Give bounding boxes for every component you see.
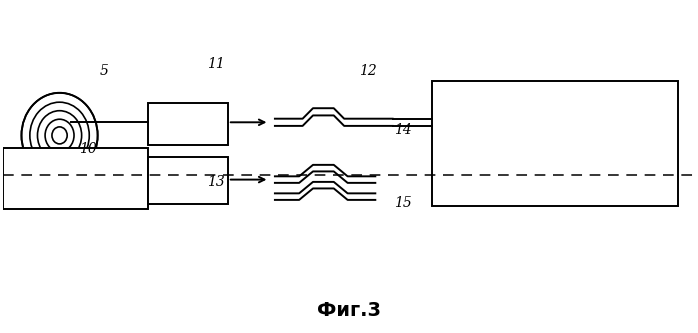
Text: 5: 5: [100, 64, 109, 78]
Text: 14: 14: [394, 123, 412, 137]
Text: 11: 11: [207, 57, 225, 71]
Text: Фиг.3: Фиг.3: [317, 301, 381, 320]
Text: 13: 13: [207, 175, 225, 189]
Bar: [3, 149, 148, 209]
Bar: [148, 157, 228, 204]
Text: 10: 10: [79, 143, 97, 157]
Text: 15: 15: [394, 196, 412, 210]
Bar: [432, 81, 678, 206]
Bar: [148, 103, 228, 145]
Text: 12: 12: [359, 64, 377, 78]
